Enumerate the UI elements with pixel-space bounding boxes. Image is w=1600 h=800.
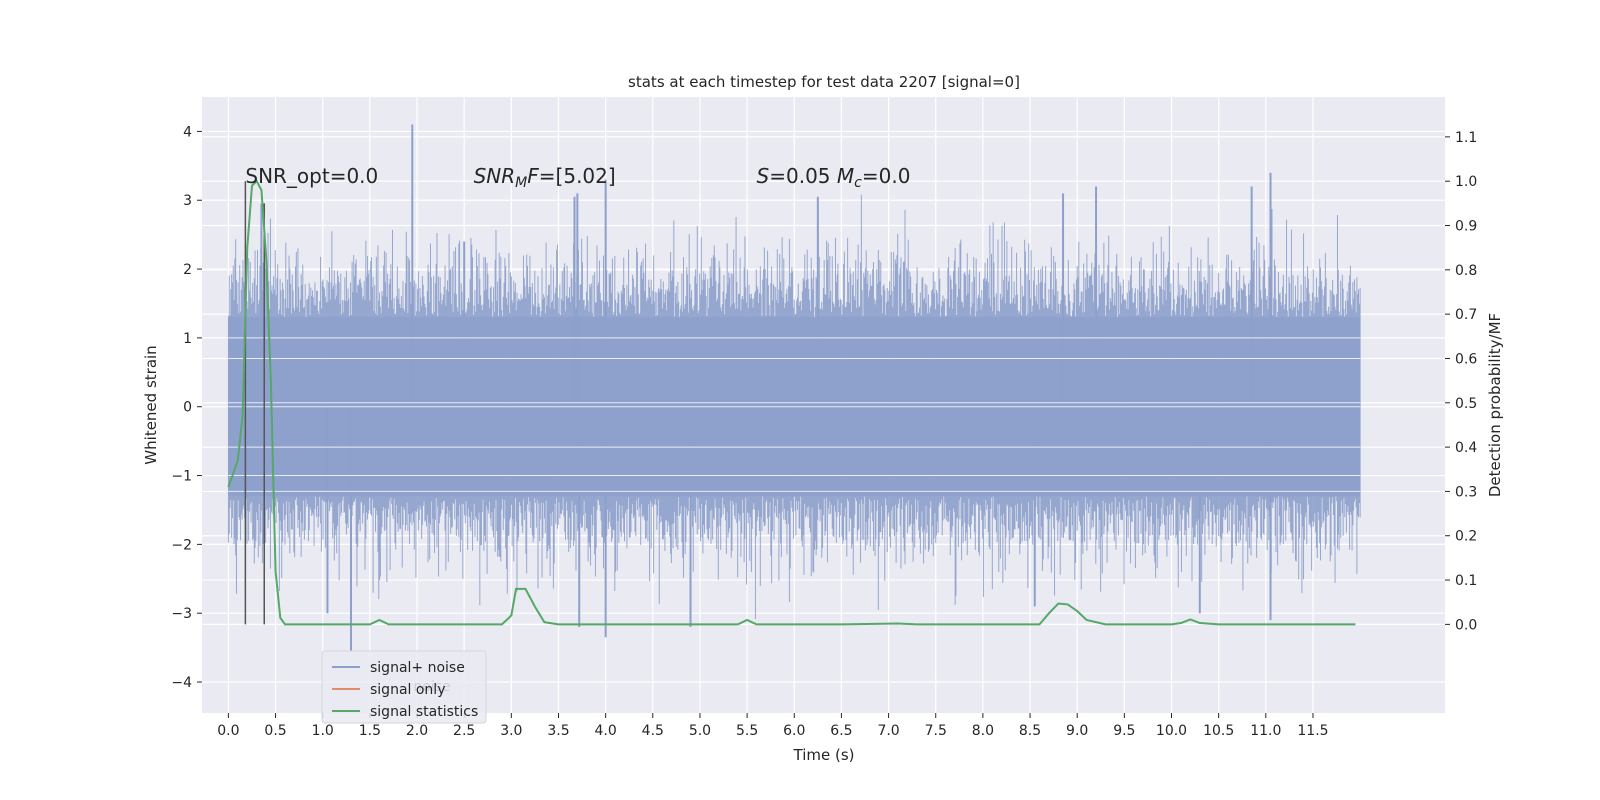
x-tick-label: 11.5 <box>1297 723 1328 739</box>
y-right-tick-label: 1.0 <box>1455 174 1477 190</box>
x-tick-label: 7.5 <box>925 723 947 739</box>
annotation-part: =0.0 <box>862 164 911 188</box>
x-axis-label: Time (s) <box>793 746 855 764</box>
x-tick-label: 6.0 <box>783 723 805 739</box>
x-tick-label: 10.5 <box>1203 723 1234 739</box>
y-left-tick-label: 4 <box>183 124 192 140</box>
y-right-tick-label: 0.3 <box>1455 484 1477 500</box>
plot-area <box>202 97 1445 713</box>
x-tick-label: 2.0 <box>406 723 428 739</box>
y-left-tick-label: −3 <box>171 606 192 622</box>
annotation-part: =[5.02] <box>539 164 616 188</box>
annotation-2: S=0.05 Mc=0.0 <box>757 164 911 191</box>
y-right-tick-label: 0.8 <box>1455 263 1477 279</box>
annotation-part: =0.05 <box>769 164 837 188</box>
x-tick-label: 11.0 <box>1250 723 1281 739</box>
legend-entry: signal only <box>370 682 445 698</box>
legend: noise signal+ noise signal only signal stat… <box>321 650 487 724</box>
y-left-tick-label: 1 <box>183 331 192 347</box>
legend-ghost-text: noise <box>413 679 450 695</box>
x-tick-label: 0.5 <box>264 723 286 739</box>
y-left-tick-label: 2 <box>183 262 192 278</box>
annotation-part: SNR_opt=0.0 <box>245 164 378 188</box>
y-right-tick-label: 1.1 <box>1455 130 1477 146</box>
y-left-tick-label: −1 <box>171 469 192 485</box>
x-tick-label: 1.5 <box>359 723 381 739</box>
x-tick-label: 5.0 <box>689 723 711 739</box>
y-left-tick-label: 0 <box>183 400 192 416</box>
legend-entry: signal+ noise <box>370 660 465 676</box>
x-tick-label: 3.0 <box>500 723 522 739</box>
annotation-part: F <box>527 164 539 188</box>
y-right-tick-label: 0.1 <box>1455 573 1477 589</box>
x-tick-label: 1.0 <box>312 723 334 739</box>
x-tick-label: 10.0 <box>1156 723 1187 739</box>
x-tick-label: 7.0 <box>877 723 899 739</box>
annotation-part: c <box>854 175 862 191</box>
y-right-tick-label: 0.7 <box>1455 307 1477 323</box>
y-right-tick-label: 0.0 <box>1455 617 1477 633</box>
y-right-tick-label: 0.5 <box>1455 396 1477 412</box>
x-tick-label: 8.5 <box>1019 723 1041 739</box>
legend-box <box>321 650 487 724</box>
y-right-tick-label: 0.4 <box>1455 440 1477 456</box>
annotation-part: M <box>837 164 854 188</box>
series-signal-statistics <box>227 179 1356 626</box>
y-right-tick-label: 0.9 <box>1455 219 1477 235</box>
y-left-tick-label: −2 <box>171 537 192 553</box>
y-left-tick-label: −4 <box>171 675 192 691</box>
x-tick-label: 9.5 <box>1113 723 1135 739</box>
x-tick-label: 9.0 <box>1066 723 1088 739</box>
y-axis-label-right: Detection probability/MF <box>1486 313 1504 497</box>
x-tick-label: 4.5 <box>642 723 664 739</box>
y-right-tick-label: 0.6 <box>1455 351 1477 367</box>
x-tick-label: 8.0 <box>972 723 994 739</box>
annotation-part: M <box>515 175 527 191</box>
annotation-part: SNR <box>474 164 516 188</box>
x-tick-label: 6.5 <box>830 723 852 739</box>
y-left-tick-label: 3 <box>183 193 192 209</box>
legend-entry: signal statistics <box>370 704 478 720</box>
x-tick-label: 3.5 <box>547 723 569 739</box>
x-tick-label: 4.0 <box>595 723 617 739</box>
x-tick-label: 5.5 <box>736 723 758 739</box>
x-tick-label: 0.0 <box>217 723 239 739</box>
x-tick-label: 2.5 <box>453 723 475 739</box>
annotation-part: S <box>757 164 770 188</box>
annotation-0: SNR_opt=0.0 <box>245 164 378 188</box>
y-right-tick-label: 0.2 <box>1455 529 1477 545</box>
chart-title: stats at each timestep for test data 220… <box>628 73 1020 91</box>
annotation-1: SNRMF=[5.02] <box>474 164 616 191</box>
y-axis-label-left: Whitened strain <box>142 345 160 464</box>
